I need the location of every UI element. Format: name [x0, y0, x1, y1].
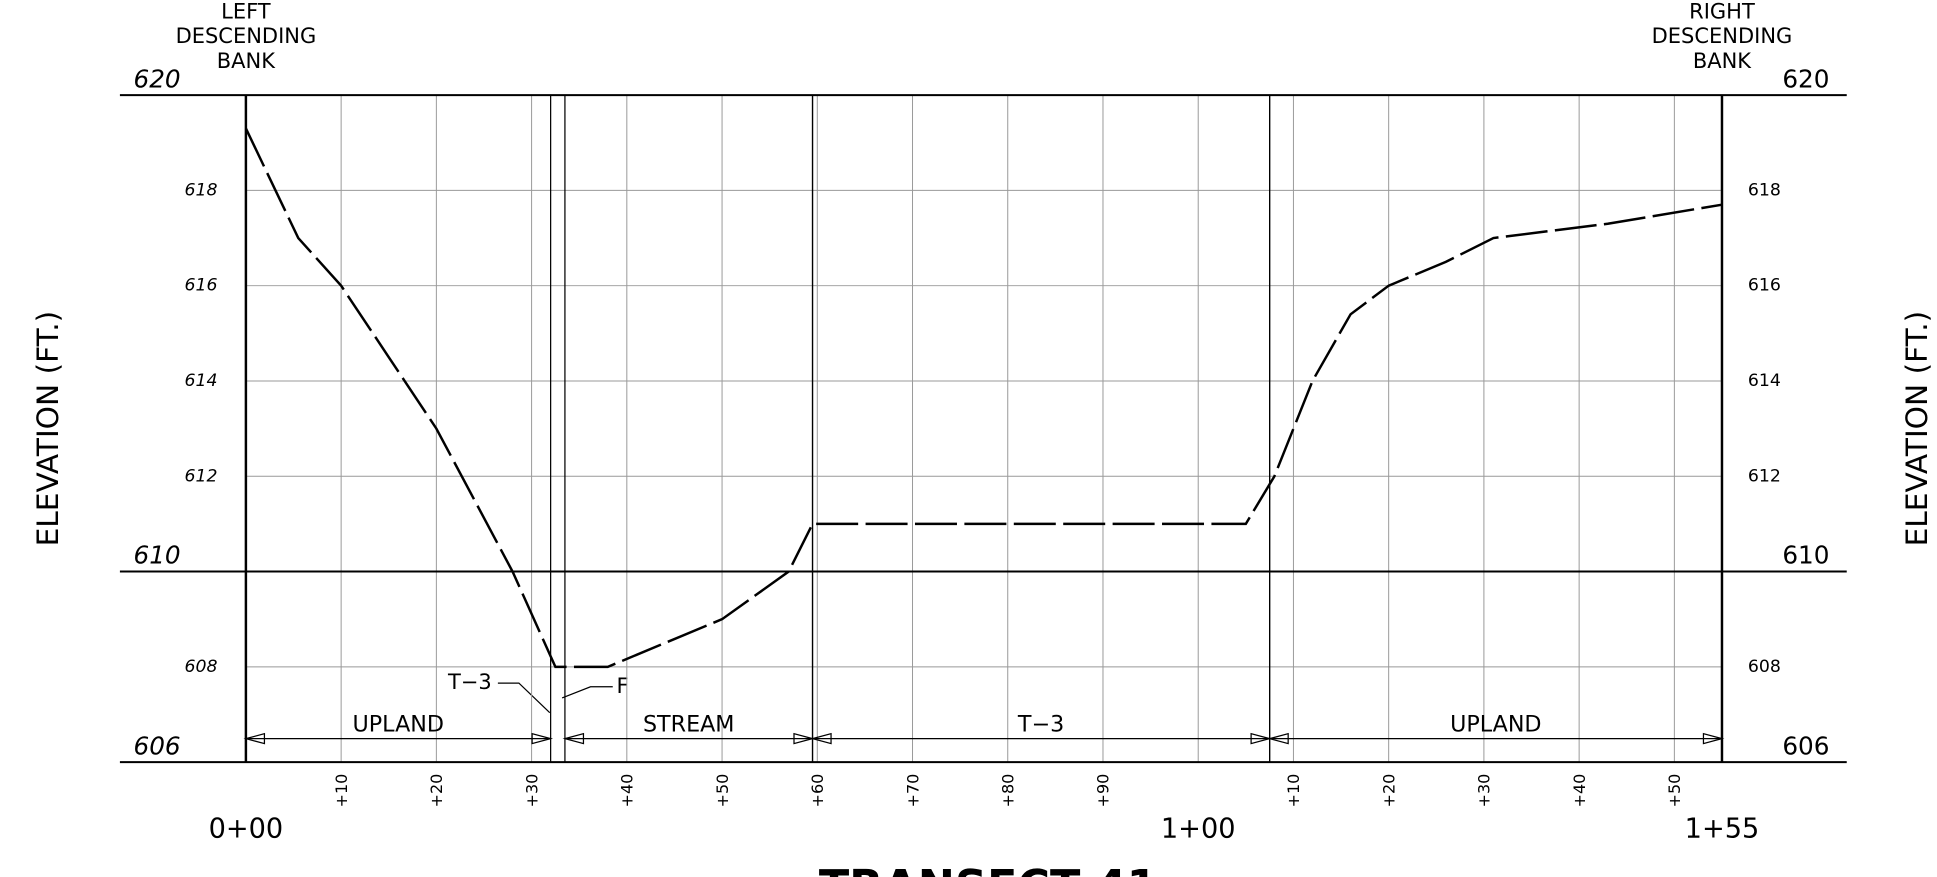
x-tick-label: +60 [808, 774, 827, 808]
arrow-head [531, 732, 554, 745]
y-tick-label: 608 [184, 657, 217, 677]
station-label: 1+55 [1685, 814, 1760, 845]
station-label: 0+00 [209, 814, 284, 845]
arrow-head [1702, 732, 1725, 745]
y-tick-label-right: 608 [1748, 657, 1781, 677]
x-tick-label: +30 [522, 774, 541, 808]
x-tick-label: +80 [998, 774, 1017, 808]
arrow-head [562, 732, 585, 745]
leader-line [497, 682, 551, 714]
bank-label: BANK [217, 49, 276, 73]
x-tick-label: +10 [1284, 774, 1303, 808]
y-tick-label: 620 [133, 64, 180, 93]
x-tick-label: +20 [1379, 774, 1398, 808]
bank-label: RIGHT [1689, 0, 1755, 23]
profile-line [244, 127, 1723, 669]
region-label: STREAM [643, 712, 735, 738]
bank-label: DESCENDING [1652, 24, 1793, 48]
x-tick-label: +40 [618, 774, 637, 808]
y-axis-label-right: ELEVATION (FT.) [1899, 311, 1934, 547]
x-tick-label: +70 [903, 774, 922, 808]
y-tick-label: 610 [133, 541, 180, 570]
y-tick-label-right: 620 [1782, 64, 1829, 93]
y-tick-label: 612 [184, 466, 217, 486]
x-tick-label: +50 [713, 774, 732, 808]
region-label: T−3 [1017, 712, 1064, 738]
annotation: F [616, 674, 628, 698]
y-tick-label-right: 616 [1748, 276, 1781, 296]
y-tick-label-right: 614 [1748, 371, 1781, 391]
leader-line [561, 686, 613, 699]
x-tick-label: +10 [332, 774, 351, 808]
bank-label: DESCENDING [176, 24, 317, 48]
y-tick-label-right: 606 [1782, 731, 1829, 760]
y-tick-label-right: 618 [1748, 180, 1781, 200]
x-tick-label: +90 [1094, 774, 1113, 808]
x-tick-label: +50 [1665, 774, 1684, 808]
y-tick-label: 618 [184, 180, 217, 200]
region-label: UPLAND [353, 712, 444, 738]
y-tick-label: 606 [133, 731, 180, 760]
arrow-head [1267, 732, 1289, 745]
y-tick-label: 616 [184, 276, 217, 296]
y-tick-label-right: 612 [1748, 466, 1781, 486]
annotation: T−3 [447, 670, 492, 694]
x-tick-label: +20 [427, 774, 446, 808]
arrow-head [793, 732, 815, 745]
x-tick-label: +30 [1475, 774, 1494, 808]
region-label: UPLAND [1450, 712, 1541, 738]
x-tick-label: +40 [1570, 774, 1589, 808]
arrow-head [1250, 732, 1273, 745]
arrow-head [810, 732, 832, 745]
chart-title: TRANSECT 41 [819, 861, 1158, 877]
y-tick-label-right: 610 [1782, 541, 1829, 570]
arrow-head [243, 732, 266, 745]
bank-label: BANK [1693, 49, 1752, 73]
bank-label: LEFT [221, 0, 271, 23]
y-tick-label: 614 [184, 371, 217, 391]
y-axis-label: ELEVATION (FT.) [30, 311, 65, 547]
station-label: 1+00 [1161, 814, 1236, 845]
